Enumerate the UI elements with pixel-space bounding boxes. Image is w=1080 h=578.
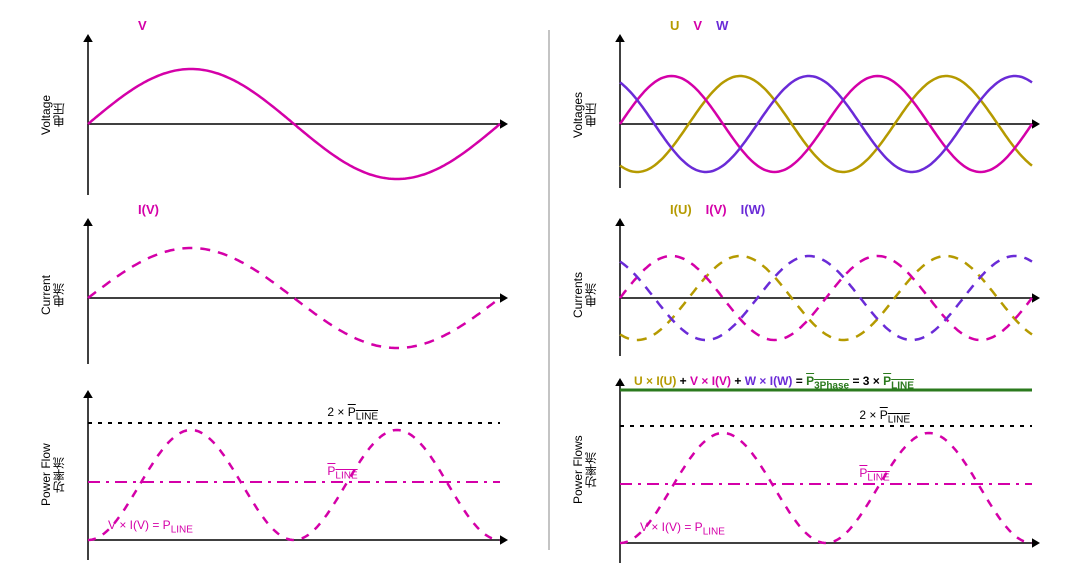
label-en: Power Flows — [572, 410, 585, 530]
label-en: Power Flow — [40, 420, 53, 530]
right-voltage-plot — [610, 34, 1040, 214]
legend-item: V — [693, 18, 702, 33]
label-zh: 功率流 — [585, 410, 598, 530]
legend-item: I(V) — [138, 202, 159, 217]
legend-item: I(W) — [741, 202, 766, 217]
label-en: Current — [40, 250, 53, 340]
label-zh: 功率流 — [53, 420, 66, 530]
left-current-axis-label: Current 电流 — [40, 250, 66, 340]
label-en: Currents — [572, 250, 585, 340]
right-current-axis-label: Currents 电流 — [572, 250, 598, 340]
ref-line-label: 2 × PLINE — [327, 405, 378, 422]
label-zh: 电压 — [585, 70, 598, 160]
left-power-plot: 2 × PLINE PLINE V × I(V) = PLINE — [78, 390, 508, 560]
right-power-plot: 2 × PLINEPLINEV × I(V) = PLINEU × I(U) +… — [610, 378, 1040, 563]
left-power-axis-label: Power Flow 功率流 — [40, 420, 66, 530]
ref-line-label: PLINE — [859, 466, 889, 483]
label-zh: 电流 — [53, 250, 66, 340]
label-zh: 电压 — [53, 70, 66, 160]
legend-item: V — [138, 18, 147, 33]
left-voltage-plot — [78, 34, 508, 214]
legend-item: I(V) — [706, 202, 727, 217]
figure-canvas: Voltage 电压 V Current 电流 I(V) Power Flow … — [0, 0, 1080, 578]
label-zh: 电流 — [585, 250, 598, 340]
legend-item: W — [716, 18, 728, 33]
right-current-plot — [610, 218, 1040, 378]
left-voltage-legend: V — [138, 18, 161, 33]
ref-line-label: PLINE — [327, 464, 357, 481]
label-en: Voltages — [572, 70, 585, 160]
left-current-legend: I(V) — [138, 202, 173, 217]
legend-item: I(U) — [670, 202, 692, 217]
three-phase-formula: U × I(U) + V × I(V) + W × I(W) = P3Phase… — [634, 374, 914, 391]
left-current-plot — [78, 218, 508, 378]
right-voltage-axis-label: Voltages 电压 — [572, 70, 598, 160]
right-voltage-legend: UVW — [670, 18, 742, 33]
ref-line-label: 2 × PLINE — [859, 408, 910, 425]
power-formula: V × I(V) = PLINE — [640, 520, 725, 537]
legend-item: U — [670, 18, 679, 33]
label-en: Voltage — [40, 70, 53, 160]
right-power-axis-label: Power Flows 功率流 — [572, 410, 598, 530]
power-formula: V × I(V) = PLINE — [108, 518, 193, 535]
column-divider — [548, 30, 550, 550]
left-voltage-axis-label: Voltage 电压 — [40, 70, 66, 160]
right-current-legend: I(U) I(V) I(W) — [670, 202, 779, 217]
